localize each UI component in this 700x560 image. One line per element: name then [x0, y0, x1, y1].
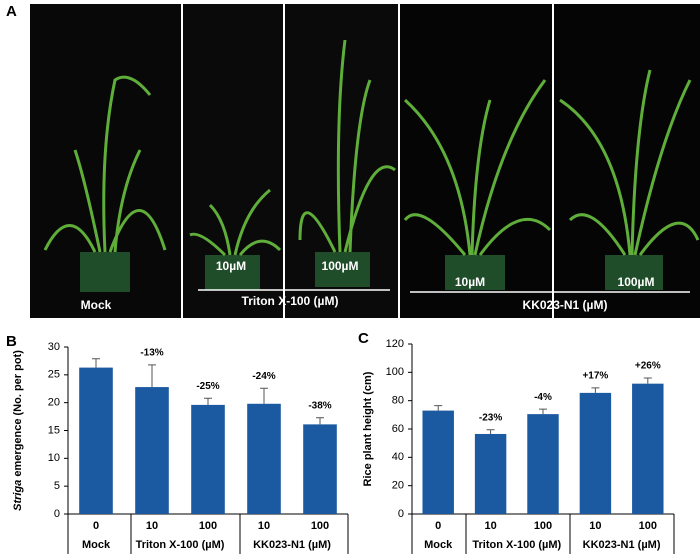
error-bar	[643, 377, 652, 384]
bar	[247, 403, 281, 514]
change-label: -38%	[308, 400, 331, 411]
panel-label: B	[6, 333, 17, 350]
y-tick-label: 20	[392, 480, 404, 492]
group-label: Triton X-100 (µM)	[136, 539, 225, 551]
group-label: Triton X-100 (µM)	[472, 539, 561, 551]
group-label: Mock	[82, 539, 111, 551]
y-tick-label: 60	[392, 423, 404, 435]
y-tick-label: 5	[54, 480, 60, 492]
bar	[303, 424, 337, 514]
y-axis-label: Striga emergence (No. per pot)	[12, 350, 24, 511]
group-label: KK023-N1 (µM)	[253, 539, 331, 551]
y-tick-label: 25	[48, 369, 60, 381]
error-bar	[204, 397, 212, 405]
x-tick-label: 10	[258, 520, 270, 532]
photo-label: 100µM	[322, 259, 359, 273]
x-tick-label: 100	[199, 520, 217, 532]
photo-label: Triton X-100 (µM)	[242, 294, 339, 308]
y-tick-label: 40	[392, 451, 404, 463]
change-label: +26%	[635, 361, 661, 372]
bar	[191, 404, 225, 514]
bar	[422, 410, 454, 514]
bar	[527, 414, 559, 514]
y-tick-label: 15	[48, 424, 60, 436]
x-tick-label: 100	[534, 520, 552, 532]
error-bar	[316, 417, 324, 425]
change-label: +17%	[582, 371, 608, 382]
x-tick-label: 100	[311, 520, 329, 532]
error-bar	[486, 429, 495, 434]
error-bar	[92, 358, 100, 368]
photo-label: 10µM	[455, 275, 485, 289]
x-tick-label: 10	[589, 520, 601, 532]
group-label: Mock	[424, 539, 453, 551]
photo-label: KK023-N1 (µM)	[523, 298, 608, 312]
x-tick-label: 100	[639, 520, 657, 532]
y-tick-label: 30	[48, 341, 60, 353]
error-bar	[591, 387, 600, 393]
change-label: -4%	[534, 392, 552, 403]
error-bar	[434, 405, 443, 411]
bar	[632, 383, 664, 514]
error-bar	[148, 364, 156, 388]
x-tick-label: 10	[146, 520, 158, 532]
x-tick-label: 0	[93, 520, 99, 532]
y-tick-label: 20	[48, 397, 60, 409]
change-label: -25%	[196, 381, 219, 392]
y-tick-label: 0	[398, 508, 404, 520]
bar	[474, 433, 507, 514]
change-label: -24%	[252, 371, 275, 382]
x-tick-label: 10	[484, 520, 496, 532]
y-axis-label-italic: Striga	[12, 480, 24, 511]
y-tick-label: 120	[386, 338, 404, 350]
bar	[579, 392, 612, 514]
photo	[30, 4, 700, 318]
bar	[135, 387, 169, 514]
group-label: KK023-N1 (µM)	[583, 539, 661, 551]
error-bar	[260, 387, 268, 404]
y-tick-label: 80	[392, 395, 404, 407]
y-tick-label: 100	[386, 366, 404, 378]
photo-label: 10µM	[216, 259, 246, 273]
y-tick-label: 0	[54, 508, 60, 520]
bar	[79, 367, 113, 514]
photo-label: Mock	[81, 298, 112, 312]
y-axis-label-text: Rice plant height (cm)	[362, 371, 374, 486]
y-axis-label: Rice plant height (cm)	[362, 371, 374, 486]
y-axis-label-text: emergence (No. per pot)	[12, 350, 24, 477]
panel-label: A	[6, 3, 17, 20]
x-tick-label: 0	[435, 520, 441, 532]
change-label: -23%	[479, 412, 502, 423]
panel-label: C	[358, 330, 369, 347]
y-tick-label: 10	[48, 452, 60, 464]
change-label: -13%	[140, 347, 163, 358]
photo-label: 100µM	[618, 275, 655, 289]
error-bar	[539, 408, 547, 415]
